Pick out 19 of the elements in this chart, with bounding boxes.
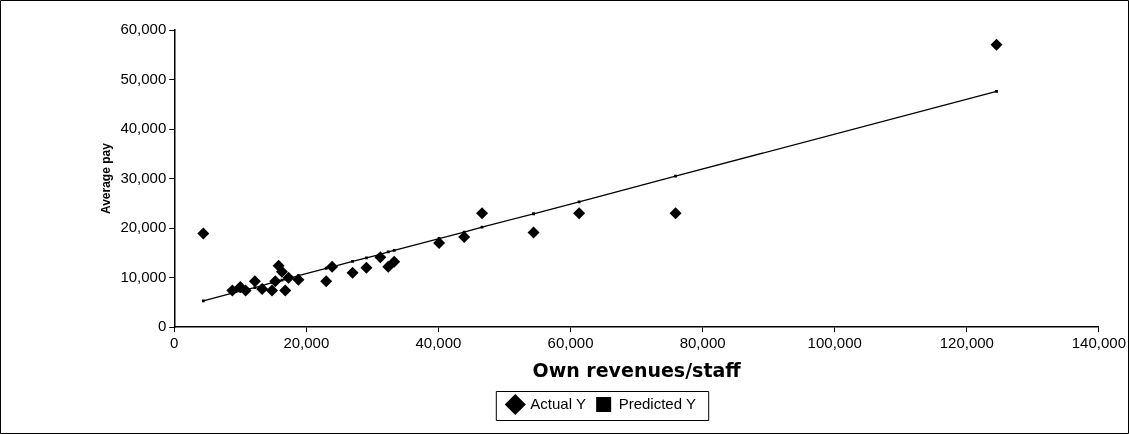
legend-label: Predicted Y — [618, 394, 696, 412]
x-axis-title: Own revenues/staff — [532, 358, 742, 381]
y-tick-label: 0 — [157, 317, 167, 335]
legend-label: Actual Y — [530, 394, 586, 412]
x-tick-label: 40,000 — [415, 334, 462, 352]
y-tick-label: 10,000 — [120, 267, 167, 285]
x-tick-label: 100,000 — [807, 334, 862, 352]
x-tick-label: 60,000 — [547, 334, 594, 352]
y-tick-label: 40,000 — [120, 119, 167, 137]
x-tick-label: 140,000 — [1071, 334, 1127, 352]
x-tick-label: 20,000 — [283, 334, 330, 352]
y-tick-label: 60,000 — [120, 20, 167, 38]
y-tick-label: 20,000 — [120, 218, 167, 236]
x-tick-label: 0 — [170, 334, 179, 352]
y-axis-title: Average pay — [98, 142, 113, 215]
x-tick-label: 80,000 — [679, 334, 726, 352]
y-tick-label: 30,000 — [120, 168, 167, 186]
y-tick-label: 50,000 — [120, 69, 167, 87]
x-tick-label: 120,000 — [939, 334, 994, 352]
